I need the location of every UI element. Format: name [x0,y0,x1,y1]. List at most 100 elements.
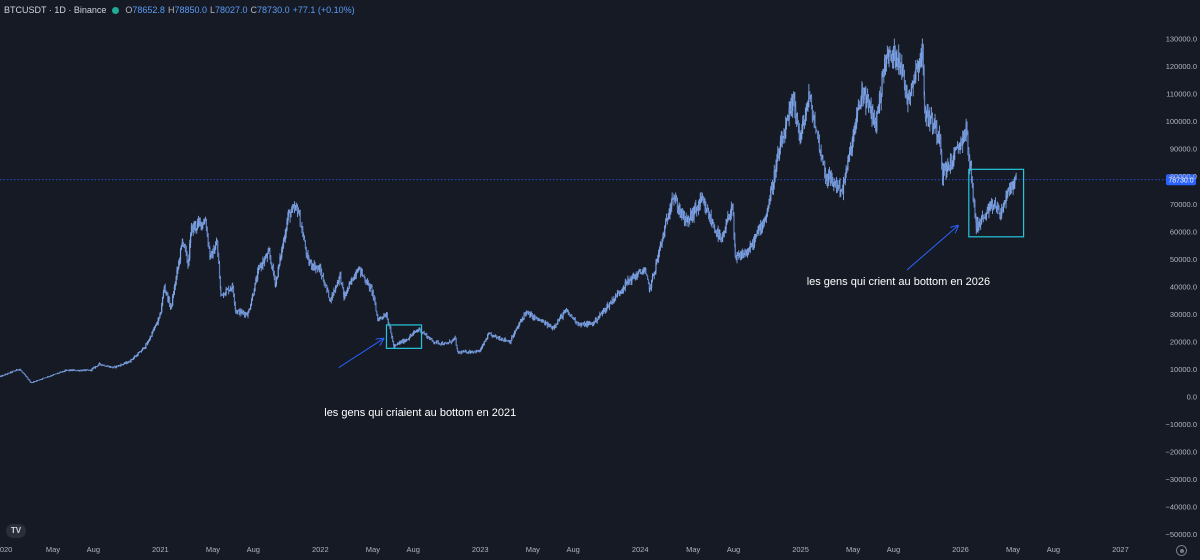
candle-body [1000,213,1002,216]
candle-body [422,332,424,334]
candle-body [616,293,618,298]
candle-body [543,320,545,323]
candle-body [972,184,974,201]
settings-gear-icon[interactable] [1176,545,1187,556]
candle-body [230,289,232,290]
candle-body [167,293,169,301]
candle-body [143,347,145,349]
candle-body [736,255,738,260]
candle-body [211,253,213,258]
candle-body [796,116,798,120]
candle-body [749,244,751,252]
candle-body [484,341,486,342]
candle-body [690,213,693,219]
annotation-arrow [338,339,384,369]
time-axis: 2020 May Aug 2021 May Aug 2022 May Aug 2023 May Aug… [0,545,1129,554]
candle-body [920,58,922,60]
candle-body [204,220,206,224]
candle-body [826,177,828,181]
candle-body [27,377,29,380]
candle-body [197,222,199,229]
candle-body [524,313,526,315]
candle-body [601,311,604,314]
candle-body [739,253,742,259]
candle-body [506,340,508,342]
candle-body [882,71,884,74]
candle-body [509,341,511,343]
candle-body [604,308,606,312]
symbol-label[interactable]: BTCUSDT · 1D · Binance [4,5,107,15]
candle-body [178,261,180,268]
last-price-line: 78730.0 [0,174,1196,186]
candle-body [319,267,321,272]
candle-body [341,282,343,284]
candle-body [738,254,740,256]
candle-body [711,222,713,224]
candle-body [382,317,384,319]
candle-body [787,116,789,120]
candle-body [48,376,51,377]
candle-body [682,209,684,218]
candle-body [877,111,879,113]
candle-body [752,240,754,246]
candle-body [907,94,909,104]
candle-body [658,248,661,253]
candle-body [976,220,978,229]
y-tick-label: −30000.0 [1166,475,1198,484]
candle-body [233,295,236,303]
candle-body [764,218,766,220]
candle-body [966,122,968,133]
candle-body [836,185,838,189]
candle-body [760,224,763,230]
candle-body [256,278,258,280]
tradingview-logo-icon[interactable]: TV [6,524,26,538]
candle-body [75,370,77,372]
candle-body [678,207,680,211]
candle-body [819,149,821,151]
candle-body [549,325,551,327]
candle-body [407,339,409,340]
candle-body [467,352,469,354]
candle-body [660,243,662,246]
candle-body [317,266,320,269]
candle-body [539,319,541,321]
candle-body [578,323,580,326]
y-tick-label: 90000.0 [1170,145,1197,154]
candle-body [82,369,84,371]
candle-body [582,323,584,324]
candle-body [312,266,314,269]
candle-body [917,68,920,71]
candle-body [465,350,467,353]
candle-body [631,275,633,283]
candle-body [399,341,402,344]
candle-body [941,152,943,167]
candle-body [930,117,932,124]
candle-body [470,351,473,353]
candle-body [967,132,969,150]
candle-body [207,234,209,245]
candle-body [261,264,263,266]
candle-body [72,369,74,371]
y-tick-label: 40000.0 [1170,282,1197,291]
candle-body [550,325,552,327]
candle-body [589,323,591,324]
candle-body [505,340,507,341]
candle-body [354,274,356,276]
candle-body [961,138,963,146]
ohlc-values: O78652.8 H78850.0 L78027.0 C78730.0 +77.1 (+… [125,5,354,15]
candle-body [803,120,805,122]
candle-body [395,344,398,346]
candle-body [712,223,714,225]
candle-body [363,275,365,278]
candle-body [991,202,993,205]
candle-body [323,281,325,286]
candle-body [842,189,844,194]
candle-body [411,335,413,336]
candle-body [834,182,836,184]
candle-body [622,290,624,292]
candle-body [180,245,183,249]
candle-body [996,207,998,209]
candle-body [6,374,8,375]
